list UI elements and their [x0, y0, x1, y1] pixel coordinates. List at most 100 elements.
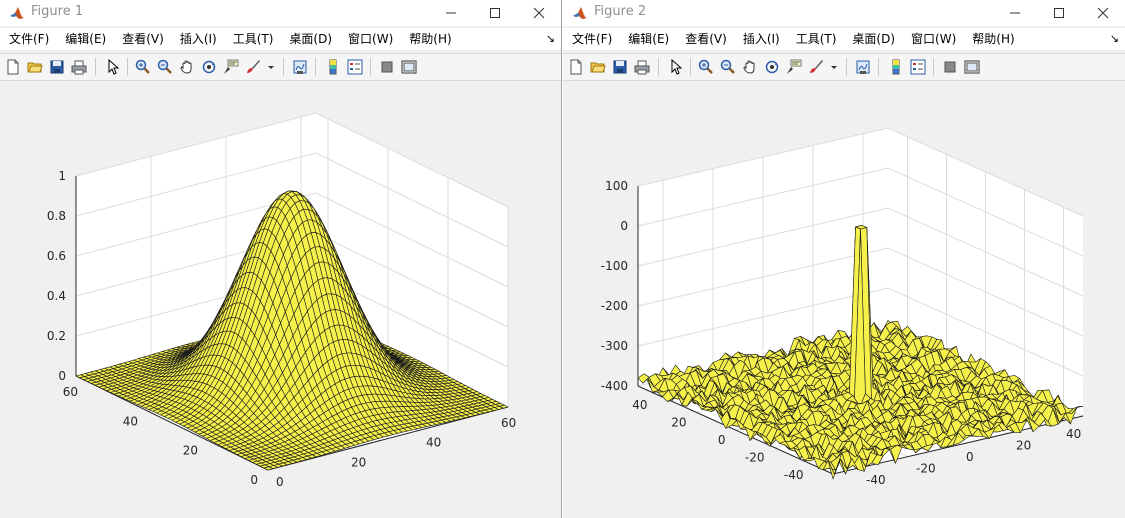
- z-tick-label: 0: [58, 369, 66, 383]
- grid-line: [75, 152, 509, 248]
- close-icon: [1097, 7, 1109, 19]
- menu-insert[interactable]: 插入(I): [742, 32, 780, 46]
- menu-overflow-icon[interactable]: ↘: [1109, 32, 1119, 45]
- left-axis-tick-label: 0: [718, 433, 726, 447]
- close-button[interactable]: [519, 0, 559, 26]
- minimize-button[interactable]: [431, 0, 471, 26]
- window-title: Figure 2: [594, 4, 647, 19]
- open-file-icon[interactable]: [589, 58, 607, 76]
- grid-line: [637, 207, 1084, 297]
- plot-area[interactable]: 0 0.2 0.4 0.6 0.8 1 0 20 40 60 0 20 40 60: [0, 81, 561, 518]
- edit-plot-icon[interactable]: [667, 58, 685, 76]
- zoom-in-icon[interactable]: [134, 58, 152, 76]
- toolbar-separator: [933, 58, 934, 76]
- right-axis-tick-label: 0: [276, 475, 284, 489]
- rotate-3d-icon[interactable]: [200, 58, 218, 76]
- z-tick-label: 0.4: [47, 289, 66, 303]
- menu-edit[interactable]: 编辑(E): [65, 32, 107, 46]
- rotate-3d-icon[interactable]: [763, 58, 781, 76]
- close-button[interactable]: [1083, 0, 1123, 26]
- window-title: Figure 1: [31, 4, 84, 19]
- maximize-button[interactable]: [475, 0, 515, 26]
- legend-icon[interactable]: [346, 58, 364, 76]
- menu-file[interactable]: 文件(F): [572, 32, 613, 46]
- colorbar-icon[interactable]: [324, 58, 342, 76]
- link-plot-icon[interactable]: [291, 58, 309, 76]
- toolbar-separator: [690, 58, 691, 76]
- z-tick-label: -300: [601, 339, 628, 353]
- toolbar-separator: [283, 58, 284, 76]
- menu-help[interactable]: 帮助(H): [972, 32, 1015, 46]
- left-axis-tick-label: 40: [123, 414, 138, 428]
- pan-icon[interactable]: [741, 58, 759, 76]
- show-plot-tools-icon[interactable]: [400, 58, 418, 76]
- zoom-out-icon[interactable]: [719, 58, 737, 76]
- menu-edit[interactable]: 编辑(E): [628, 32, 670, 46]
- surface-plot-noise[interactable]: -400-300-200-1000100-40-2002040-40-20020…: [563, 81, 1125, 518]
- figure-toolbar: [563, 53, 1125, 81]
- hide-plot-tools-icon[interactable]: [378, 58, 396, 76]
- figure-window-1: Figure 1 文件(F) 编辑(E) 查看(V) 插入(I) 工具(T) 桌…: [0, 0, 562, 518]
- menu-view[interactable]: 查看(V): [122, 32, 164, 46]
- toolbar-separator: [127, 58, 128, 76]
- menu-window[interactable]: 窗口(W): [348, 32, 394, 46]
- toolbar-separator: [846, 58, 847, 76]
- title-bar[interactable]: Figure 2: [563, 0, 1125, 26]
- minimize-button[interactable]: [995, 0, 1035, 26]
- left-axis-tick-label: -20: [745, 451, 765, 465]
- colorbar-icon[interactable]: [887, 58, 905, 76]
- right-axis-tick-label: 20: [1016, 438, 1031, 452]
- surface-plot-gaussian[interactable]: 0 0.2 0.4 0.6 0.8 1 0 20 40 60 0 20 40 60: [0, 81, 562, 518]
- menu-insert[interactable]: 插入(I): [179, 32, 217, 46]
- right-axis-tick-label: -40: [866, 473, 886, 487]
- data-cursor-icon[interactable]: [785, 58, 803, 76]
- menu-tools[interactable]: 工具(T): [232, 32, 274, 46]
- hide-plot-tools-icon[interactable]: [941, 58, 959, 76]
- show-plot-tools-icon[interactable]: [963, 58, 981, 76]
- data-cursor-icon[interactable]: [222, 58, 240, 76]
- menu-bar: 文件(F) 编辑(E) 查看(V) 插入(I) 工具(T) 桌面(D) 窗口(W…: [0, 28, 561, 50]
- surface-mesh: [637, 225, 1084, 480]
- maximize-button[interactable]: [1039, 0, 1079, 26]
- legend-icon[interactable]: [909, 58, 927, 76]
- menu-help[interactable]: 帮助(H): [409, 32, 452, 46]
- menu-view[interactable]: 查看(V): [685, 32, 727, 46]
- left-axis-tick-label: -40: [784, 468, 804, 482]
- open-file-icon[interactable]: [26, 58, 44, 76]
- zoom-out-icon[interactable]: [156, 58, 174, 76]
- z-tick-label: 0.8: [47, 209, 66, 223]
- right-axis-tick-label: 40: [1066, 427, 1081, 441]
- menu-desktop[interactable]: 桌面(D): [289, 32, 333, 46]
- brush-icon[interactable]: [244, 58, 262, 76]
- print-icon[interactable]: [70, 58, 88, 76]
- brush-icon[interactable]: [807, 58, 825, 76]
- menu-window[interactable]: 窗口(W): [911, 32, 957, 46]
- title-bar[interactable]: Figure 1: [0, 0, 561, 26]
- new-figure-icon[interactable]: [567, 58, 585, 76]
- save-icon[interactable]: [48, 58, 66, 76]
- new-figure-icon[interactable]: [4, 58, 22, 76]
- grid-line: [637, 247, 1084, 337]
- zoom-in-icon[interactable]: [697, 58, 715, 76]
- toolbar-separator: [95, 58, 96, 76]
- brush-dropdown-icon[interactable]: [266, 58, 276, 76]
- z-tick-label: 1: [58, 169, 66, 183]
- menu-file[interactable]: 文件(F): [9, 32, 50, 46]
- axis-line: [267, 406, 509, 471]
- menu-overflow-icon[interactable]: ↘: [545, 32, 555, 45]
- save-icon[interactable]: [611, 58, 629, 76]
- link-plot-icon[interactable]: [854, 58, 872, 76]
- toolbar-separator: [370, 58, 371, 76]
- left-axis-tick-label: 0: [250, 473, 258, 487]
- edit-plot-icon[interactable]: [104, 58, 122, 76]
- left-axis-tick-label: 40: [632, 398, 647, 412]
- menu-tools[interactable]: 工具(T): [795, 32, 837, 46]
- menu-desktop[interactable]: 桌面(D): [852, 32, 896, 46]
- right-axis-tick-label: 40: [426, 436, 441, 450]
- print-icon[interactable]: [633, 58, 651, 76]
- pan-icon[interactable]: [178, 58, 196, 76]
- plot-area[interactable]: -400 -300 -200 -100 0 100 -40 -20 0 20 40 -40 -20 0 20…: [563, 81, 1125, 518]
- minimize-icon: [1010, 12, 1020, 14]
- brush-dropdown-icon[interactable]: [829, 58, 839, 76]
